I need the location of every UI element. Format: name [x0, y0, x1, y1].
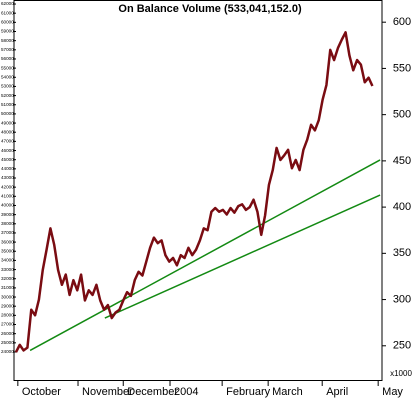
y-tick-label: 400	[393, 201, 411, 213]
y2-tick-label: 32000	[1, 276, 14, 281]
y-tick-label: 250	[393, 340, 411, 352]
y2-tick-label: 50000	[1, 111, 14, 116]
y2-tick-label: 36000	[1, 239, 14, 244]
y2-tick-label: 35000	[1, 248, 14, 253]
y2-tick-label: 41000	[1, 194, 14, 199]
y2-tick-label: 62000	[1, 1, 14, 6]
y2-tick-label: 61000	[1, 10, 14, 15]
y-tick-label: 350	[393, 247, 411, 259]
y2-tick-label: 48000	[1, 129, 14, 134]
y2-tick-label: 38000	[1, 221, 14, 226]
y2-tick-label: 34000	[1, 258, 14, 263]
y2-tick-label: 57000	[1, 47, 14, 52]
x-tick-label: 2004	[174, 386, 198, 398]
y2-tick-label: 28000	[1, 313, 14, 318]
y2-tick-label: 37000	[1, 230, 14, 235]
y2-tick-label: 24000	[1, 349, 14, 354]
y2-tick-label: 53000	[1, 84, 14, 89]
y2-tick-label: 59000	[1, 29, 14, 34]
trendline	[29, 159, 381, 352]
y-tick-label: 500	[393, 109, 411, 121]
unit-label: x1000	[390, 369, 412, 378]
y-tick-label: 300	[393, 293, 411, 305]
y2-tick-label: 25000	[1, 340, 14, 345]
y-tick-label: 450	[393, 155, 411, 167]
y2-tick-label: 40000	[1, 203, 14, 208]
chart-title: On Balance Volume (533,041,152.0)	[118, 3, 302, 15]
y2-tick-label: 26000	[1, 331, 14, 336]
x-tick-label: December	[127, 386, 178, 398]
y2-tick-label: 54000	[1, 75, 14, 80]
y2-tick-label: 30000	[1, 294, 14, 299]
y-tick-label: 600	[393, 16, 411, 28]
y2-tick-label: 29000	[1, 303, 14, 308]
y2-tick-label: 56000	[1, 56, 14, 61]
y2-tick-label: 33000	[1, 267, 14, 272]
y2-tick-label: 45000	[1, 157, 14, 162]
x-tick-label: November	[82, 386, 133, 398]
x-tick-label: February	[226, 386, 271, 398]
x-tick-label: April	[326, 386, 348, 398]
y2-tick-label: 47000	[1, 139, 14, 144]
y2-tick-label: 60000	[1, 20, 14, 25]
x-tick-label: March	[272, 386, 303, 398]
plot-frame	[13, 0, 383, 381]
trendline	[104, 194, 381, 319]
y2-tick-label: 44000	[1, 166, 14, 171]
y2-tick-label: 55000	[1, 65, 14, 70]
y2-tick-label: 27000	[1, 322, 14, 327]
y2-tick-label: 49000	[1, 120, 14, 125]
y-tick-label: 550	[393, 62, 411, 74]
x-tick-label: October	[22, 386, 61, 398]
y2-tick-label: 58000	[1, 38, 14, 43]
y2-tick-label: 39000	[1, 212, 14, 217]
y2-tick-label: 31000	[1, 285, 14, 290]
y2-tick-label: 52000	[1, 93, 14, 98]
y2-tick-label: 46000	[1, 148, 14, 153]
x-tick-label: May	[382, 386, 403, 398]
y2-tick-label: 51000	[1, 102, 14, 107]
obv-line	[14, 31, 374, 353]
y2-tick-label: 42000	[1, 184, 14, 189]
y2-tick-label: 43000	[1, 175, 14, 180]
